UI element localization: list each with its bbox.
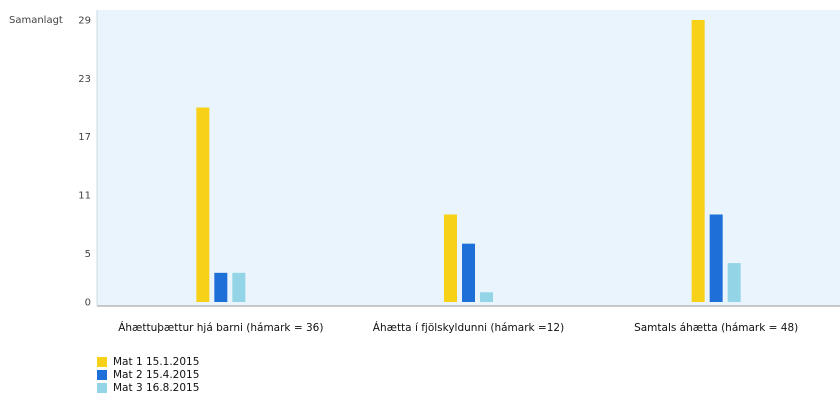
bar (462, 244, 475, 302)
x-category-label: Samtals áhætta (hámark = 48) (634, 322, 798, 334)
legend-label: Mat 1 15.1.2015 (113, 356, 199, 368)
y-tick-label: 23 (78, 74, 91, 85)
legend-item: Mat 1 15.1.2015 (97, 355, 199, 368)
x-category-label: Áhætta í fjölskyldunni (hámark =12) (373, 321, 564, 334)
bar (710, 214, 723, 302)
bar (692, 20, 705, 302)
y-tick-label: 29 (78, 16, 91, 27)
legend-item: Mat 2 15.4.2015 (97, 368, 199, 381)
legend-label: Mat 2 15.4.2015 (113, 369, 199, 381)
bar (214, 273, 227, 302)
legend-swatch (97, 383, 107, 393)
y-tick-label: 0 (85, 298, 91, 309)
legend: Mat 1 15.1.2015 Mat 2 15.4.2015 Mat 3 16.8… (97, 355, 199, 394)
y-tick-label: 11 (78, 191, 91, 202)
bar (728, 263, 741, 302)
bar (196, 108, 209, 302)
legend-swatch (97, 370, 107, 380)
y-tick-label: 5 (85, 249, 91, 260)
x-category-label: Áhættuþættur hjá barni (hámark = 36) (118, 321, 323, 334)
chart: 0 5 11 17 23 29 Áhættuþættur hjá barni (hámar… (0, 0, 840, 350)
legend-swatch (97, 357, 107, 367)
bar (232, 273, 245, 302)
legend-label: Mat 3 16.8.2015 (113, 382, 199, 394)
bar (480, 292, 493, 302)
y-tick-label: 17 (78, 132, 91, 143)
y-axis-label: Samanlagt (9, 15, 63, 26)
legend-item: Mat 3 16.8.2015 (97, 381, 199, 394)
bar (444, 214, 457, 302)
